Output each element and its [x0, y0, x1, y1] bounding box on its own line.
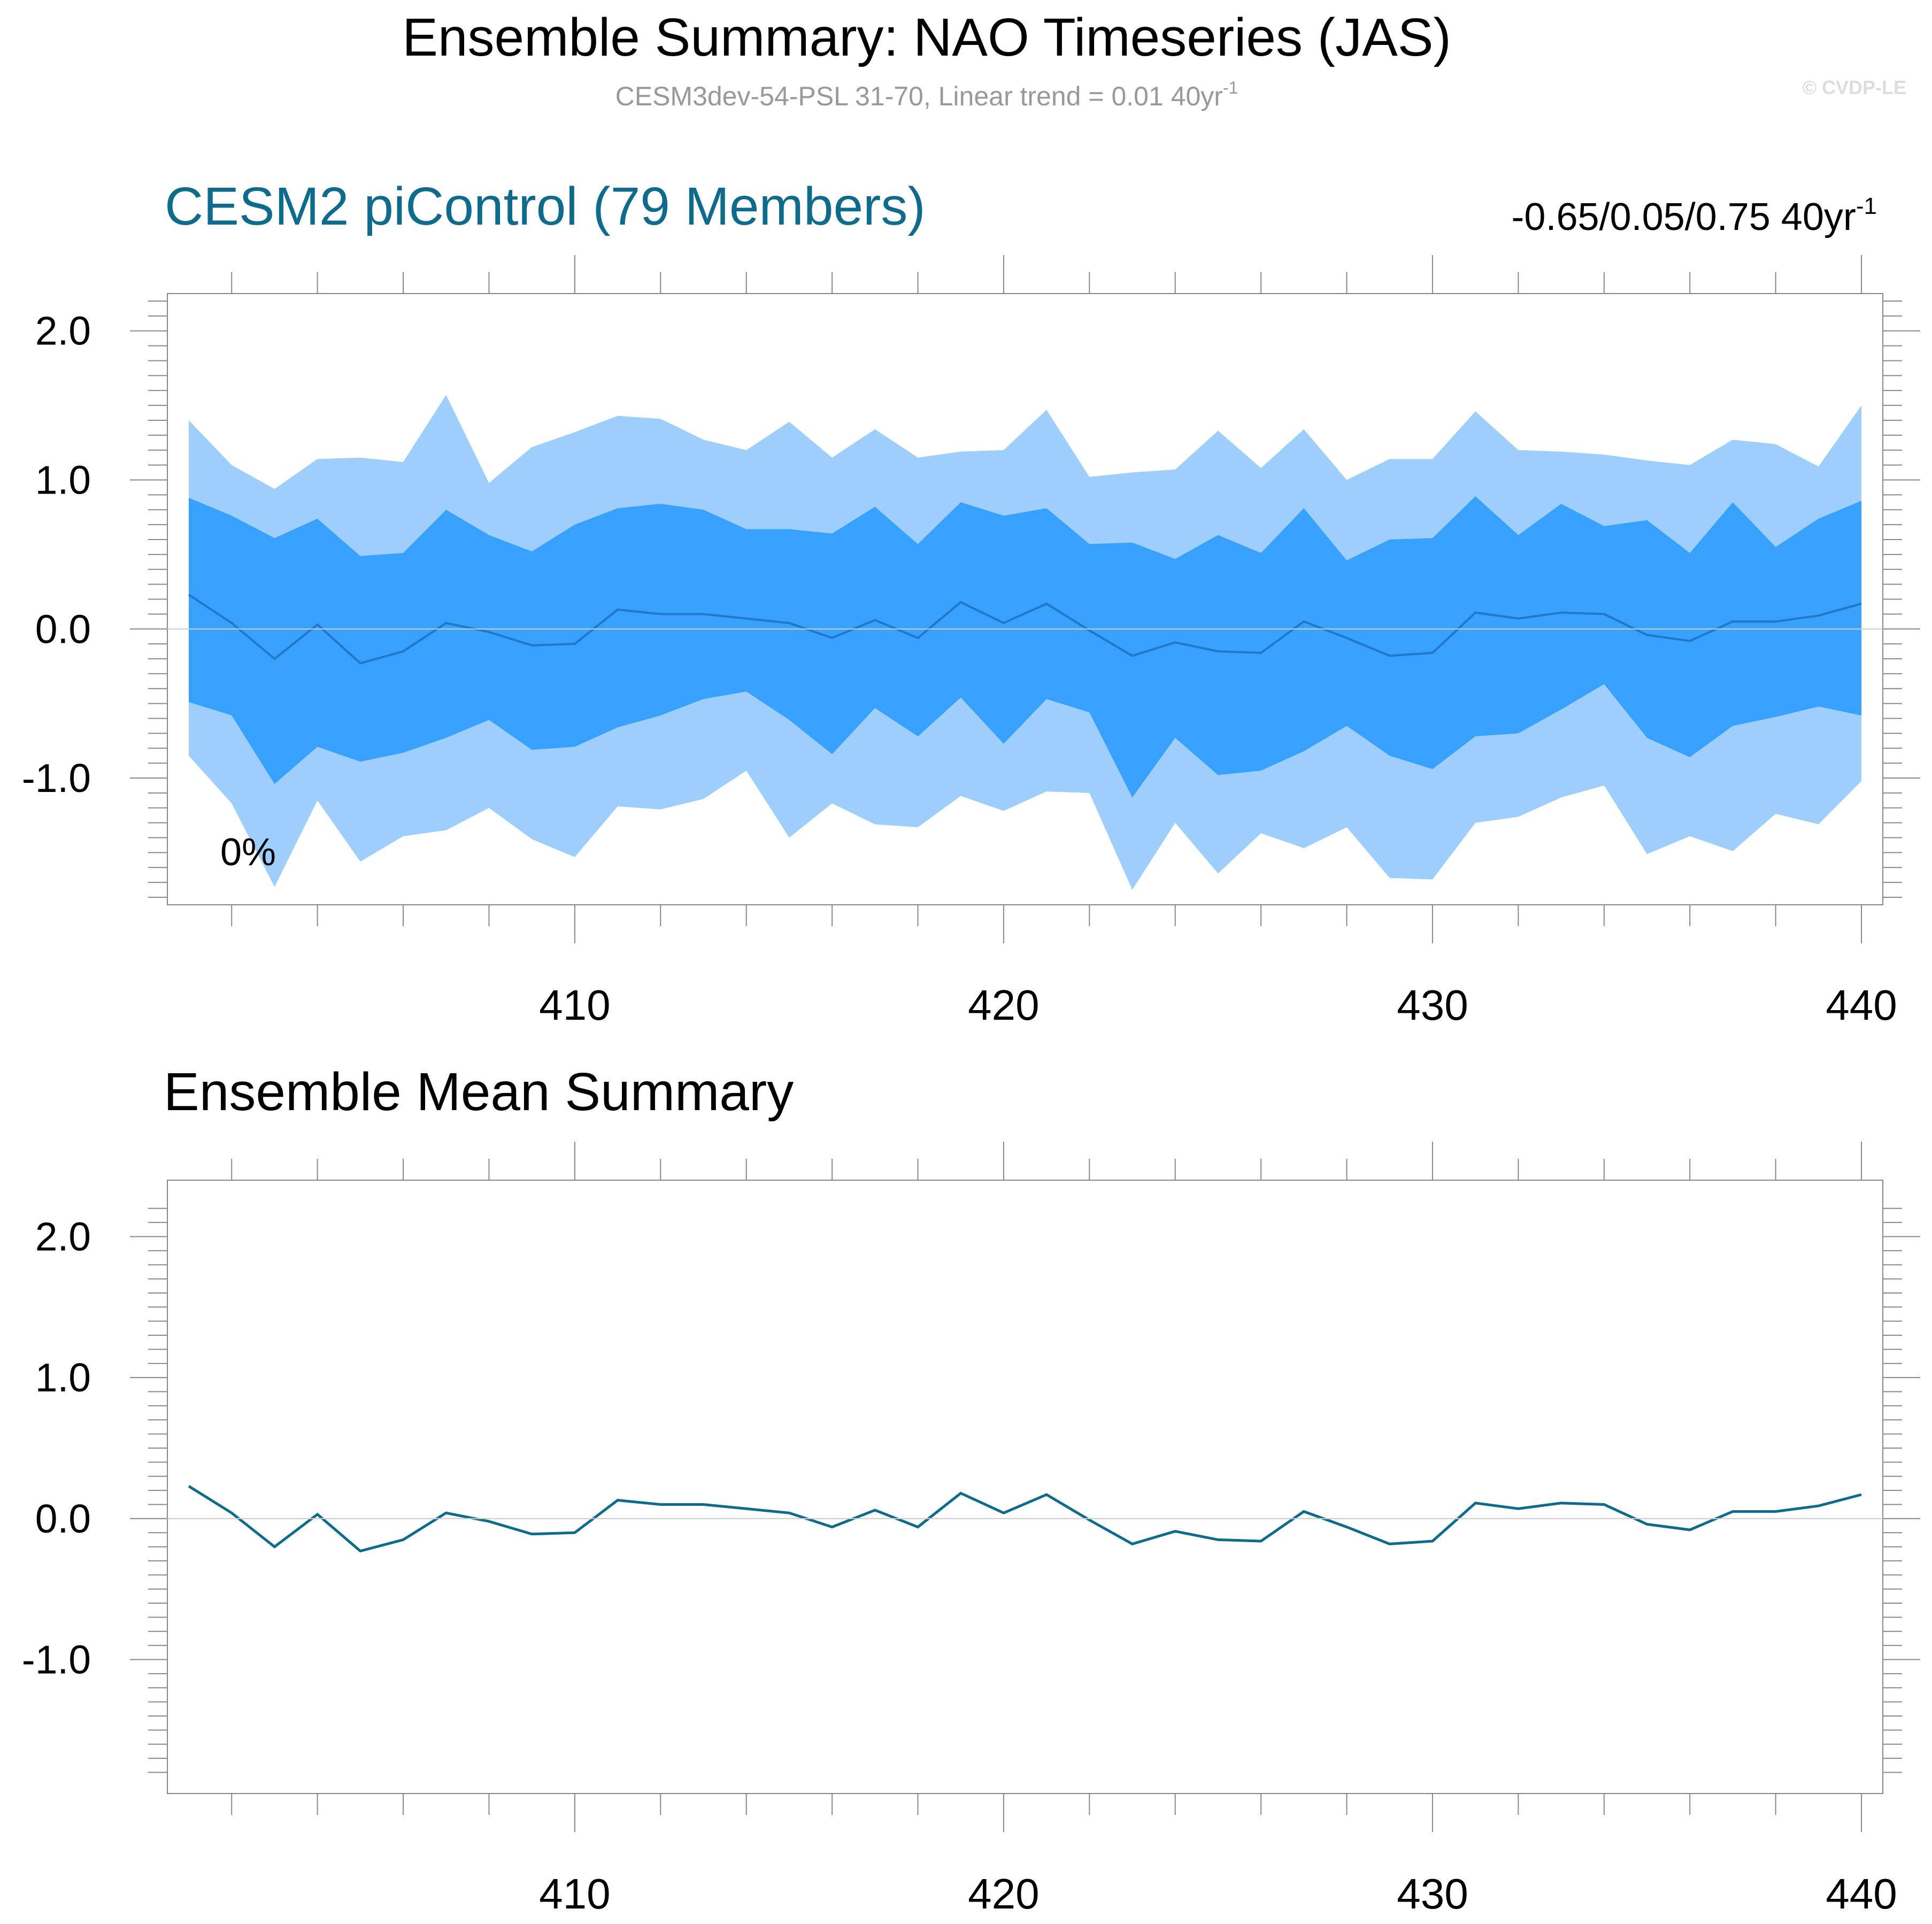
figure-title: Ensemble Summary: NAO Timeseries (JAS) — [402, 7, 1451, 67]
x-tick-label: 440 — [1826, 1870, 1897, 1918]
panel-trend-label-text: -0.65/0.05/0.75 40yr — [1511, 196, 1856, 238]
percent-annotation: 0% — [220, 831, 276, 874]
x-tick-label: 420 — [968, 1870, 1039, 1918]
y-tick-label: 2.0 — [35, 1214, 91, 1259]
axes: 2.0 1.0 0.0 -1.0 410 420 430 440 — [22, 1142, 1920, 1918]
y-tick-label: 0.0 — [35, 1496, 91, 1541]
x-tick-label: 440 — [1826, 981, 1897, 1029]
y-tick-label: 2.0 — [35, 309, 91, 353]
panel-model-title: CESM2 piControl (79 Members) — [165, 176, 926, 236]
inner-spread-band — [189, 496, 1861, 798]
mean-line-layer — [188, 594, 1862, 665]
panel-trend-label: -0.65/0.05/0.75 40yr-1 — [1511, 193, 1877, 238]
credit-watermark: © CVDP-LE — [1802, 76, 1906, 98]
figure-subtitle-text: CESM3dev-54-PSL 31-70, Linear trend = 0.… — [615, 81, 1223, 111]
panel-trend-label-sup: -1 — [1856, 193, 1877, 219]
x-tick-label: 430 — [1397, 1870, 1468, 1918]
x-tick-label: 410 — [539, 1870, 610, 1918]
y-tick-label: -1.0 — [22, 1637, 91, 1682]
y-tick-label: 0.0 — [35, 606, 91, 651]
x-tick-label: 430 — [1397, 981, 1468, 1029]
panel-ensemble-mean: Ensemble Mean Summary 2.0 1.0 0.0 -1.0 410 42… — [22, 1062, 1920, 1918]
x-tick-label: 410 — [539, 981, 610, 1029]
axes: 2.0 1.0 0.0 -1.0 410 420 430 440 — [22, 255, 1920, 1029]
panel-ensemble-summary: CESM2 piControl (79 Members) -0.65/0.05/… — [22, 176, 1920, 1029]
y-tick-label: -1.0 — [22, 756, 91, 801]
panel-mean-title: Ensemble Mean Summary — [164, 1062, 794, 1122]
mean-line-layer — [188, 1485, 1862, 1553]
ensemble-mean-line — [188, 594, 1862, 665]
y-tick-label: 1.0 — [35, 1355, 91, 1400]
plot-frame — [167, 1180, 1883, 1794]
y-tick-label: 1.0 — [35, 457, 91, 502]
ensemble-mean-line — [188, 1485, 1862, 1553]
figure-subtitle-sup: -1 — [1223, 78, 1238, 97]
x-tick-label: 420 — [968, 981, 1039, 1029]
spread-bands — [189, 395, 1861, 890]
figure-subtitle: CESM3dev-54-PSL 31-70, Linear trend = 0.… — [615, 78, 1238, 111]
